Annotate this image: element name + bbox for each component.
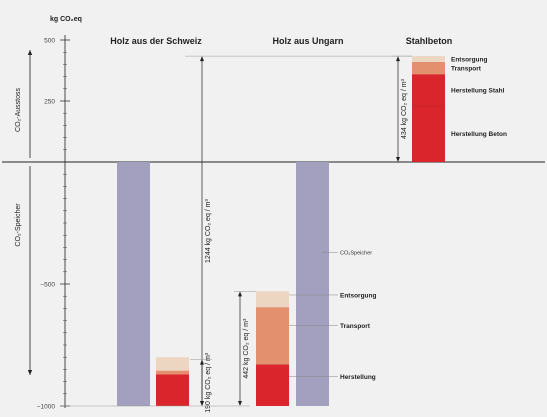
annotation-schweiz-arrow-top (200, 359, 204, 365)
side-label-emission: CO₂-Ausstoss (15, 88, 22, 132)
annotation-schweiz-arrow-bottom (200, 401, 204, 406)
storage-arrow-head (27, 370, 33, 375)
side-label-storage: CO₂-Speicher (15, 203, 22, 247)
stahlbeton-segment-label: Herstellung Beton (451, 131, 507, 138)
y-tick-label: 500 (44, 37, 55, 44)
y-tick-label: 250 (44, 98, 55, 105)
segment-entsorgung (256, 291, 289, 308)
annotation-schweiz-label: 190 kg CO₂ eq / m³ (205, 352, 212, 413)
annotation-ungarn-label: 442 kg CO₂ eq / m³ (243, 318, 250, 379)
storage-bar (296, 162, 329, 406)
annotation-ungarn-arrow-bottom (238, 401, 242, 406)
emission-arrow-head (27, 50, 33, 55)
annotation-stahlbeton-label: 434 kg CO₂ eq / m³ (401, 78, 408, 139)
segment-herstellung-beton (412, 105, 445, 162)
annotation-total-arrow-top (200, 56, 204, 62)
annotation-stahlbeton-arrow-bottom (396, 157, 400, 162)
segment-transport (156, 370, 189, 375)
segment-herstellung-stahl (412, 74, 445, 106)
stahlbeton-segment-label: Transport (451, 65, 482, 72)
ungarn-segment-label: Entsorgung (340, 292, 376, 299)
annotation-ungarn-arrow-top (238, 291, 242, 297)
ungarn-segment-label: Transport (340, 323, 371, 330)
stahlbeton-segment-label: Entsorgung (451, 56, 487, 63)
y-tick-label: −500 (40, 281, 55, 288)
category-label-schweiz: Holz aus der Schweiz (110, 36, 202, 46)
ungarn-segment-label: Herstellung (340, 374, 376, 381)
storage-bar (117, 162, 150, 406)
segment-herstellung (256, 364, 289, 406)
segment-entsorgung (412, 56, 445, 62)
unit-label: kg CO₂eq (50, 16, 82, 23)
segment-transport (412, 61, 445, 75)
storage-label: CO₂Speicher (340, 250, 372, 256)
segment-entsorgung (156, 357, 189, 371)
segment-herstellung (156, 374, 189, 406)
y-tick-label: −1000 (37, 403, 56, 410)
annotation-stahlbeton-arrow-top (396, 56, 400, 62)
stahlbeton-segment-label: Herstellung Stahl (451, 87, 505, 94)
segment-transport (256, 307, 289, 365)
category-label-stahlbeton: Stahlbeton (406, 36, 453, 46)
annotation-total-label: 1244 kg CO₂ eq / m³ (205, 198, 212, 262)
category-label-ungarn: Holz aus Ungarn (272, 36, 343, 46)
